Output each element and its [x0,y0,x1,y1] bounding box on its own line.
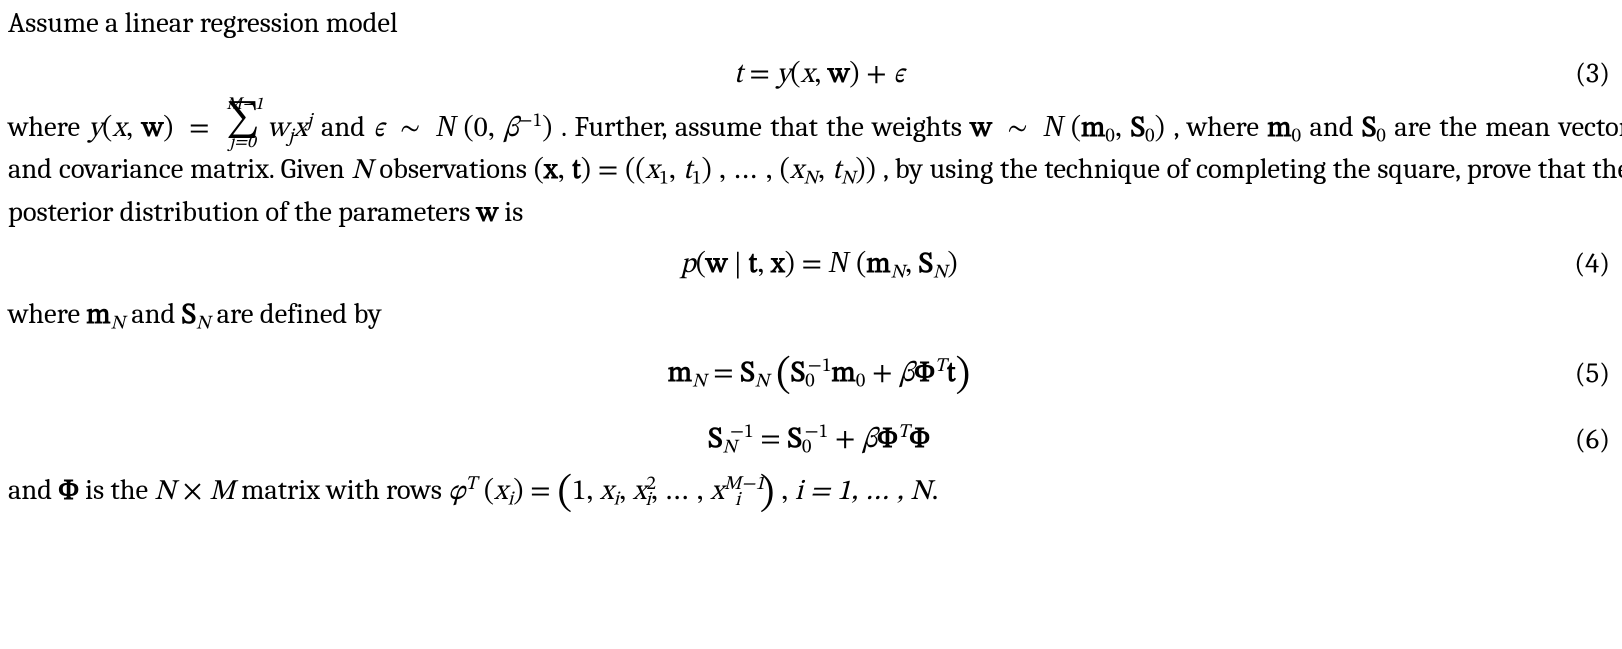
equation-6-number: (6) [1575,420,1610,459]
inline-w: w [477,199,498,228]
text: observations [373,153,534,186]
text: matrix with rows [235,474,448,507]
text: and [125,298,182,331]
equation-6: SN−1 = S0−1 + βΦTΦ (6) [8,411,1622,469]
inline-eps-dist: ϵ∼N(0, β−1) [373,114,561,143]
paragraph-1: Assume a linear regression model [8,4,1622,43]
sum-icon: M−1∑j=0 [226,111,259,140]
text: is [498,196,523,229]
equation-5-number: (5) [1575,354,1610,393]
text: . Further, assume that the weights [561,111,970,144]
inline-SN: SN [182,301,211,330]
text: and [8,474,58,507]
inline-Phi: Φ [58,477,78,506]
equation-4-number: (4) [1574,244,1610,283]
equation-5-body: mN = SN(S0−1m0 + βΦTt) [668,353,970,395]
inline-yxw: y(x, w)=M−1∑j=0wjxj [88,114,321,143]
text: , where [1174,111,1268,144]
equation-3-body: t = y(x, w) + ϵ [734,55,905,94]
equation-3: t = y(x, w) + ϵ (3) [8,45,1622,103]
text: where [8,298,86,331]
paragraph-2: where y(x, w)=M−1∑j=0wjxj and ϵ∼N(0, β−1… [8,105,1622,233]
text: and [321,111,373,144]
equation-6-body: SN−1 = S0−1 + βΦTΦ [708,419,930,461]
inline-phi-row: φT(xi) = (1, xi, x2i, … ,xM−1i) , i = 1,… [448,477,938,506]
inline-mN: mN [86,301,125,330]
text: Assume a linear regression model [8,7,398,40]
inline-S0: S0 [1362,114,1386,143]
text: and [1301,111,1362,144]
text: is the [79,474,155,507]
equation-4-body: p(w | t, x) = N(mN, SN) [680,241,957,286]
inline-observations: (x, t)=((x1, t1) , … , (xN, tN)) [534,156,883,185]
text: are defined by [210,298,381,331]
inline-m0: m0 [1267,114,1301,143]
inline-prior: w∼N(m0, S0) [970,114,1173,143]
text: where [8,111,88,144]
equation-5: mN = SN(S0−1m0 + βΦTt) (5) [8,339,1622,409]
paragraph-3: where mN and SN are defined by [8,295,1622,337]
inline-NxM: N × M [154,477,235,506]
equation-3-number: (3) [1575,55,1610,94]
inline-N: N [351,156,372,185]
equation-4: p(w | t, x) = N(mN, SN) (4) [8,235,1622,293]
paragraph-4: and Φ is the N × M matrix with rows φT(x… [8,471,1622,513]
